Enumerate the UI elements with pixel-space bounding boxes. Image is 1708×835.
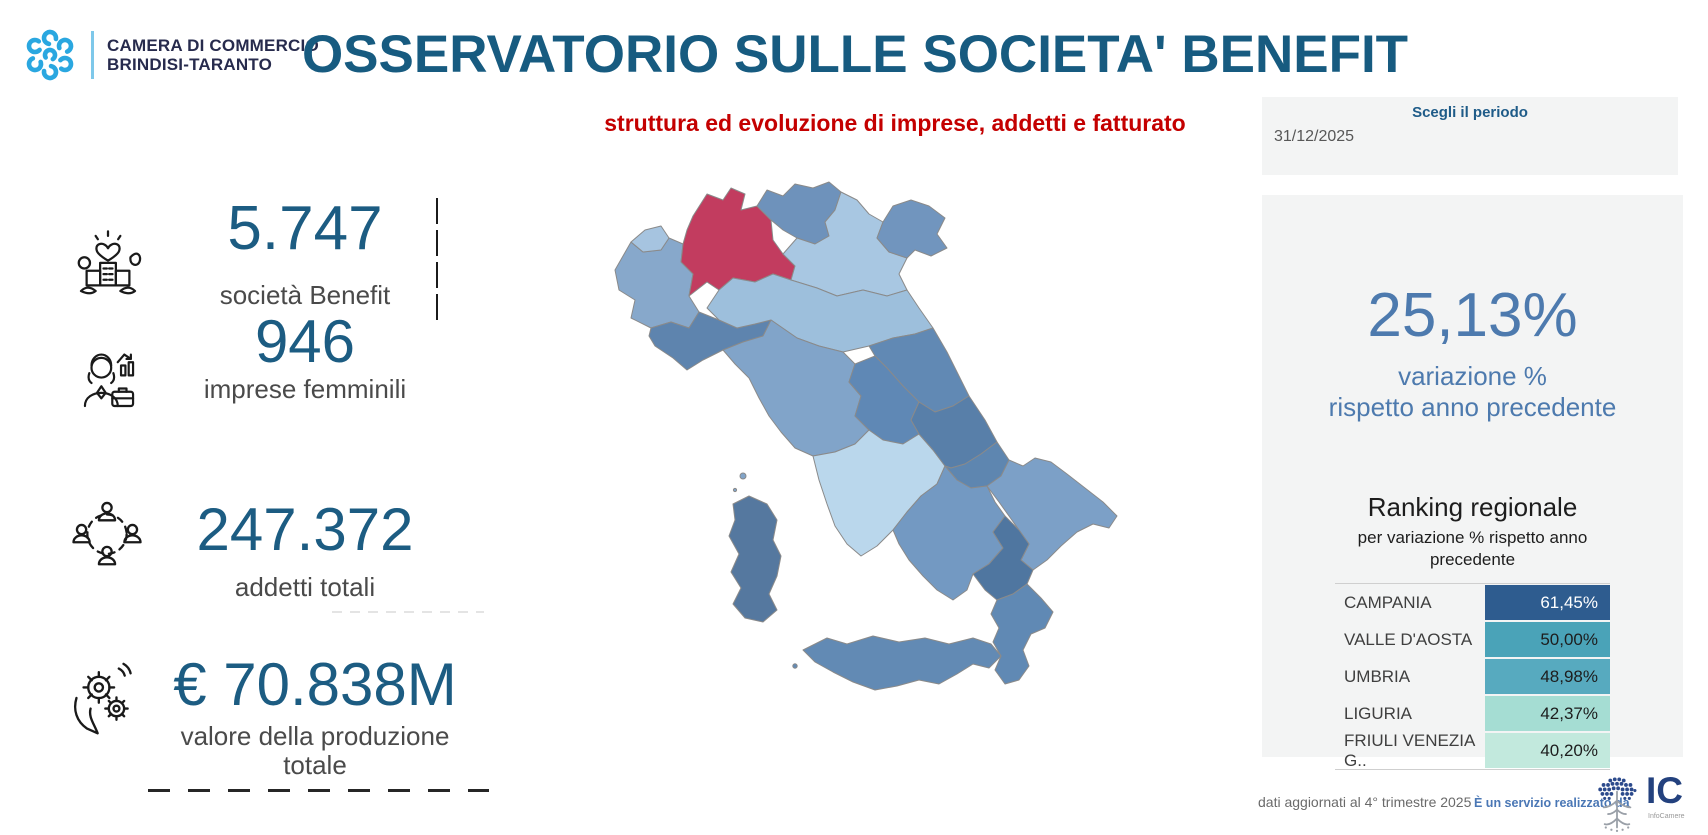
kpi-female-label: imprese femminili — [203, 374, 407, 404]
right-insight-panel: 25,13% variazione % rispetto anno preced… — [1262, 195, 1683, 770]
region-value-cell: 50,00% — [1485, 622, 1610, 657]
kpi-employees-value: 247.372 — [196, 496, 414, 563]
org-name-line2: BRINDISI-TARANTO — [107, 55, 273, 74]
period-selector-panel: Scegli il periodo 31/12/2025 — [1262, 97, 1678, 175]
gears-hand-icon — [73, 662, 132, 735]
table-row[interactable]: VALLE D'AOSTA 50,00% — [1335, 621, 1610, 658]
kpi-production-value-text: € 70.838M — [173, 651, 457, 718]
service-credit-text: È un servizio realizzato da — [1474, 796, 1630, 810]
island-giglio — [732, 487, 738, 493]
page-title: OSSERVATORIO SULLE SOCIETA' BENEFIT — [301, 25, 1409, 84]
region-puglia[interactable] — [986, 457, 1118, 571]
region-sardegna[interactable] — [728, 495, 782, 623]
ranking-title: Ranking regionale — [1367, 492, 1578, 522]
infocamere-tree-icon — [1598, 777, 1637, 832]
org-logo-block: CAMERA DI COMMERCIO BRINDISI-TARANTO — [20, 24, 340, 86]
region-name: FRIULI VENEZIA G.. — [1344, 730, 1475, 770]
region-name: VALLE D'AOSTA — [1344, 629, 1473, 649]
org-name-line1: CAMERA DI COMMERCIO — [107, 36, 319, 55]
bottom-dashed-line — [148, 789, 489, 792]
variation-value: 25,13% — [1367, 281, 1578, 350]
region-name: CAMPANIA — [1344, 592, 1432, 612]
logo-divider — [91, 31, 94, 79]
table-row[interactable]: UMBRIA 48,98% — [1335, 658, 1610, 695]
ranking-subtitle: per variazione % rispetto anno precedent… — [1357, 528, 1588, 569]
data-updated-note: dati aggiornati al 4° trimestre 2025 — [1258, 794, 1472, 810]
kpi-benefit-value: 5.747 — [227, 194, 383, 263]
region-veneto[interactable] — [782, 191, 908, 297]
kpi-benefit-label: società Benefit — [219, 280, 391, 310]
ranking-table: CAMPANIA 61,45% VALLE D'AOSTA 50,00% UMB… — [1335, 583, 1610, 770]
region-value-cell: 48,98% — [1485, 659, 1610, 694]
region-valledaosta[interactable] — [630, 225, 670, 253]
infocamere-logo-subtext: InfoCamere — [1648, 813, 1685, 820]
region-name: LIGURIA — [1344, 703, 1413, 723]
kpi-female-value: 946 — [254, 308, 356, 375]
table-row[interactable]: LIGURIA 42,37% — [1335, 695, 1610, 732]
period-date-field[interactable]: 31/12/2025 — [1274, 128, 1355, 145]
employees-network-icon — [72, 501, 142, 566]
region-value-cell: 61,45% — [1485, 585, 1610, 620]
region-value-cell: 40,20% — [1485, 733, 1610, 768]
kpi-production-label: valore della produzione totale — [180, 721, 450, 780]
region-friuli[interactable] — [876, 199, 948, 259]
region-calabria[interactable] — [990, 583, 1054, 685]
island-egadi — [792, 663, 798, 669]
region-sicilia[interactable] — [802, 635, 1002, 691]
italy-choropleth-map — [614, 181, 1118, 691]
region-name: UMBRIA — [1344, 666, 1411, 686]
chamber-swirl-logo-icon — [26, 29, 74, 81]
kpi-divider-line — [436, 198, 438, 326]
island-elba — [739, 472, 747, 480]
table-row[interactable]: FRIULI VENEZIA G.. 40,20% — [1335, 730, 1610, 770]
benefit-company-icon — [77, 230, 142, 295]
kpi-employees-label: addetti totali — [234, 572, 376, 602]
variation-label: variazione % rispetto anno precedente — [1328, 361, 1617, 422]
page-subtitle: struttura ed evoluzione di imprese, adde… — [604, 110, 1186, 136]
table-row[interactable]: CAMPANIA 61,45% — [1335, 584, 1610, 621]
region-value-cell: 42,37% — [1485, 696, 1610, 731]
infocamere-logo-text: IC — [1646, 770, 1683, 811]
org-name: CAMERA DI COMMERCIO BRINDISI-TARANTO — [107, 36, 319, 74]
female-entrepreneur-icon — [83, 353, 135, 408]
kpi-faint-divider — [332, 611, 484, 613]
period-selector-label: Scegli il periodo — [1412, 104, 1528, 121]
